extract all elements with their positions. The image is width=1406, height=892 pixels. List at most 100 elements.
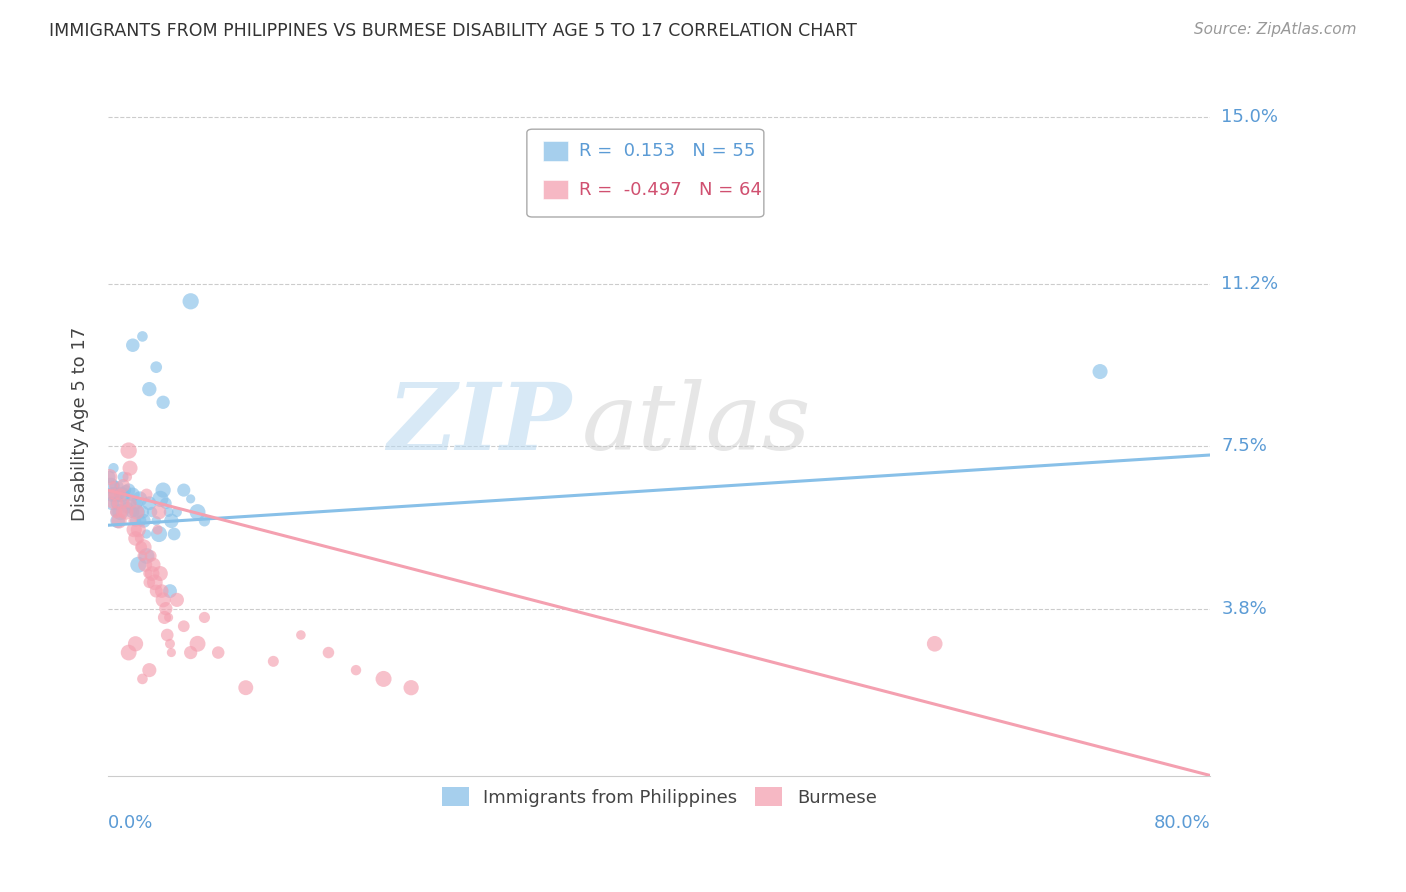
Point	[128, 532, 150, 546]
Point	[136, 566, 159, 581]
Text: IMMIGRANTS FROM PHILIPPINES VS BURMESE DISABILITY AGE 5 TO 17 CORRELATION CHART: IMMIGRANTS FROM PHILIPPINES VS BURMESE D…	[49, 22, 858, 40]
Text: R =  0.153   N = 55: R = 0.153 N = 55	[579, 142, 755, 160]
Point	[135, 527, 157, 541]
Point	[122, 505, 145, 519]
Point	[187, 505, 209, 519]
Point	[149, 491, 172, 506]
Point	[107, 514, 129, 528]
Point	[118, 646, 141, 660]
Point	[103, 461, 125, 475]
Point	[166, 593, 188, 607]
Point	[141, 505, 163, 519]
Point	[173, 483, 195, 497]
Point	[100, 487, 122, 501]
Point	[129, 540, 152, 554]
Point	[160, 646, 183, 660]
Text: 80.0%: 80.0%	[1153, 814, 1211, 832]
Point	[139, 549, 162, 563]
Point	[127, 505, 149, 519]
Point	[148, 505, 170, 519]
Point	[156, 628, 179, 642]
Point	[131, 549, 153, 563]
Point	[110, 505, 132, 519]
Point	[105, 505, 128, 519]
Point	[149, 566, 172, 581]
Point	[118, 496, 141, 510]
Point	[152, 395, 174, 409]
Point	[105, 487, 128, 501]
Point	[135, 549, 157, 563]
Point	[98, 470, 121, 484]
Point	[129, 514, 152, 528]
Point	[117, 470, 139, 484]
Point	[101, 496, 124, 510]
Point	[141, 566, 163, 581]
Point	[115, 483, 138, 497]
Point	[114, 496, 136, 510]
Point	[131, 329, 153, 343]
Point	[111, 505, 134, 519]
Point	[100, 479, 122, 493]
Point	[159, 637, 181, 651]
Point	[924, 637, 946, 651]
Point	[111, 487, 134, 501]
Y-axis label: Disability Age 5 to 17: Disability Age 5 to 17	[72, 327, 89, 521]
Point	[118, 461, 141, 475]
Text: 11.2%: 11.2%	[1222, 275, 1278, 293]
Point	[138, 382, 160, 396]
Point	[120, 496, 142, 510]
Point	[122, 523, 145, 537]
Point	[108, 479, 131, 493]
Point	[107, 496, 129, 510]
Point	[132, 514, 155, 528]
Point	[131, 505, 153, 519]
Point	[101, 496, 124, 510]
Point	[110, 487, 132, 501]
Point	[107, 496, 129, 510]
Point	[125, 496, 148, 510]
Legend: Immigrants from Philippines, Burmese: Immigrants from Philippines, Burmese	[433, 778, 886, 815]
Point	[180, 294, 202, 309]
Point	[160, 514, 183, 528]
Point	[112, 470, 135, 484]
Point	[152, 593, 174, 607]
Point	[124, 532, 146, 546]
Text: atlas: atlas	[582, 379, 811, 469]
Point	[114, 491, 136, 506]
Point	[103, 479, 125, 493]
Point	[138, 575, 160, 590]
Text: ZIP: ZIP	[387, 379, 571, 469]
Point	[128, 491, 150, 506]
Point	[148, 527, 170, 541]
Point	[145, 514, 167, 528]
Point	[124, 514, 146, 528]
Point	[118, 443, 141, 458]
Point	[104, 505, 127, 519]
Point	[138, 663, 160, 677]
Text: 3.8%: 3.8%	[1222, 599, 1267, 617]
Point	[193, 610, 215, 624]
Point	[193, 514, 215, 528]
Text: 0.0%: 0.0%	[108, 814, 153, 832]
Point	[125, 505, 148, 519]
Point	[262, 654, 284, 668]
Point	[166, 505, 188, 519]
Point	[143, 575, 166, 590]
Point	[108, 514, 131, 528]
Point	[344, 663, 367, 677]
Point	[127, 558, 149, 572]
Point	[101, 487, 124, 501]
Point	[115, 505, 138, 519]
Point	[145, 360, 167, 375]
Point	[290, 628, 312, 642]
Point	[124, 637, 146, 651]
Point	[117, 500, 139, 515]
FancyBboxPatch shape	[543, 180, 568, 200]
Point	[157, 505, 180, 519]
Point	[104, 479, 127, 493]
Point	[180, 646, 202, 660]
Point	[187, 637, 209, 651]
Text: 7.5%: 7.5%	[1222, 437, 1267, 455]
Point	[138, 496, 160, 510]
Point	[145, 584, 167, 599]
